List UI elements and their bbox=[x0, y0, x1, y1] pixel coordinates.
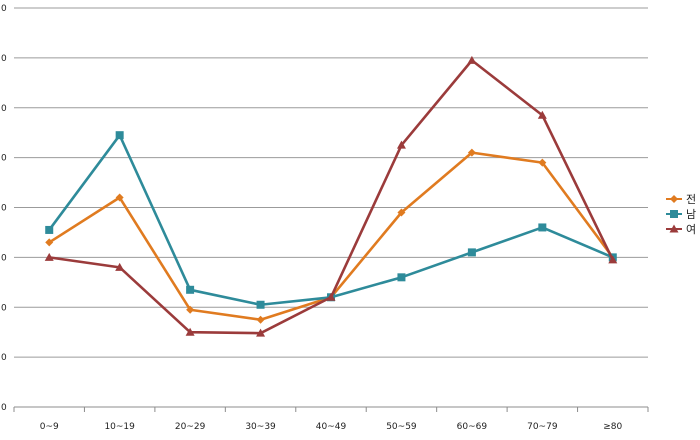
data-point bbox=[326, 292, 336, 301]
x-tick-label: 20~29 bbox=[175, 422, 206, 432]
x-tick-label: 60~69 bbox=[457, 422, 488, 432]
data-point bbox=[397, 273, 406, 282]
x-tick-label: 40~49 bbox=[316, 422, 347, 432]
legend-entry: 남 bbox=[666, 208, 696, 221]
series-line bbox=[49, 59, 614, 335]
data-point bbox=[396, 140, 406, 149]
y-tick-label: 0 bbox=[1, 4, 7, 14]
x-tick-label: 50~59 bbox=[386, 422, 417, 432]
data-point bbox=[45, 238, 54, 247]
y-tick-label: 0 bbox=[1, 154, 7, 164]
legend-label: 여 bbox=[686, 223, 696, 236]
data-point bbox=[670, 210, 678, 218]
data-point bbox=[185, 327, 195, 336]
data-point bbox=[115, 131, 124, 140]
y-tick-label: 0 bbox=[1, 403, 7, 413]
legend: 전남여 bbox=[666, 193, 696, 236]
series-group bbox=[44, 55, 618, 337]
legend-label: 전 bbox=[686, 193, 696, 206]
data-point bbox=[186, 305, 195, 314]
data-point bbox=[397, 208, 406, 217]
data-point bbox=[670, 195, 678, 203]
data-point bbox=[256, 300, 265, 309]
x-tick-label: 10~19 bbox=[104, 422, 135, 432]
data-point bbox=[537, 110, 547, 119]
series-3 bbox=[44, 55, 618, 337]
y-tick-label: 0 bbox=[1, 204, 7, 214]
x-tick-label: 0~9 bbox=[40, 422, 59, 432]
y-tick-label: 0 bbox=[1, 303, 7, 313]
y-tick-label: 0 bbox=[1, 54, 7, 64]
y-tick-label: 0 bbox=[1, 253, 7, 263]
x-tick-label: 30~39 bbox=[245, 422, 276, 432]
data-point bbox=[256, 315, 265, 324]
legend-label: 남 bbox=[686, 208, 696, 221]
data-point bbox=[115, 262, 125, 271]
data-point bbox=[115, 193, 124, 202]
data-point bbox=[467, 148, 476, 157]
data-point bbox=[669, 224, 679, 233]
data-point bbox=[45, 225, 54, 234]
axes bbox=[13, 406, 649, 412]
data-point bbox=[467, 248, 476, 257]
data-point bbox=[44, 252, 54, 261]
data-point bbox=[608, 255, 618, 264]
data-point bbox=[467, 55, 477, 64]
data-point bbox=[538, 158, 547, 167]
legend-entry: 전 bbox=[666, 193, 696, 206]
data-point bbox=[256, 328, 266, 337]
tick-labels: 0 0 0 0 0 0 0 0 0 0~9 10~19 20~29 30~39 40~49 50~59 60~… bbox=[1, 4, 623, 432]
legend-entry: 여 bbox=[666, 223, 696, 236]
y-tick-label: 0 bbox=[1, 104, 7, 114]
gridlines bbox=[14, 7, 648, 358]
data-point bbox=[186, 285, 195, 294]
y-tick-label: 0 bbox=[1, 353, 7, 363]
data-point bbox=[538, 223, 547, 232]
x-tick-label: ≥80 bbox=[603, 422, 622, 432]
x-tick-label: 70~79 bbox=[527, 422, 558, 432]
